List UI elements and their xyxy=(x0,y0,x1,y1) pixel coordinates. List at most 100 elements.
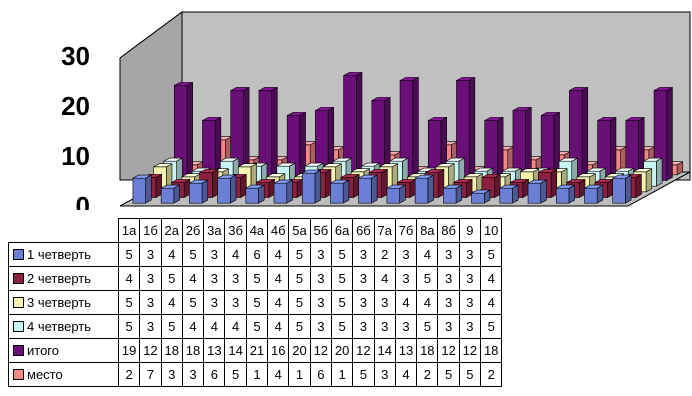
data-cell: 2 xyxy=(416,362,439,387)
data-cell: 3 xyxy=(309,290,332,315)
category-label: 3б xyxy=(224,218,247,243)
data-cell: 5 xyxy=(224,362,247,387)
bar xyxy=(386,184,406,204)
data-cell: 3 xyxy=(458,266,482,291)
data-cell: 18 xyxy=(480,338,503,363)
data-cell: 18 xyxy=(181,338,205,363)
data-cell: 4 xyxy=(181,314,205,339)
data-cell: 5 xyxy=(330,266,354,291)
data-cell: 4 xyxy=(267,266,290,291)
series-label: итого xyxy=(8,338,119,363)
bar xyxy=(245,184,265,204)
table-corner xyxy=(9,219,119,243)
data-cell: 3 xyxy=(203,266,226,291)
data-cell: 3 xyxy=(309,242,332,267)
legend-swatch xyxy=(13,321,24,333)
data-cell: 3 xyxy=(139,314,162,339)
data-cell: 5 xyxy=(480,242,503,267)
series-name: место xyxy=(27,367,63,382)
legend-swatch xyxy=(13,273,24,285)
category-label: 9 xyxy=(458,218,482,243)
category-label: 6б xyxy=(352,218,375,243)
data-cell: 5 xyxy=(352,362,375,387)
table-row: 4 четверть 5 3 5 4 4 4 5 4 5 3 5 3 3 3 5 3 3 5 xyxy=(8,314,503,339)
series-name: 4 четверть xyxy=(27,319,92,334)
series-name: итого xyxy=(27,343,59,358)
data-cell: 2 xyxy=(117,362,141,387)
legend-swatch xyxy=(13,249,24,261)
category-label: 1а xyxy=(117,218,141,243)
bar xyxy=(612,174,632,204)
data-cell: 5 xyxy=(117,314,141,339)
data-cell: 3 xyxy=(309,314,332,339)
data-cell: 5 xyxy=(416,314,439,339)
data-cell: 3 xyxy=(203,242,226,267)
bar xyxy=(273,179,293,204)
series-label: 4 четверть xyxy=(8,314,119,339)
data-cell: 4 xyxy=(394,290,418,315)
data-cell: 6 xyxy=(203,362,226,387)
data-cell: 4 xyxy=(160,290,183,315)
data-cell: 4 xyxy=(267,314,290,339)
data-cell: 5 xyxy=(330,242,354,267)
data-cell: 3 xyxy=(373,362,396,387)
data-cell: 4 xyxy=(416,290,439,315)
data-cell: 1 xyxy=(330,362,354,387)
data-cell: 5 xyxy=(330,290,354,315)
data-cell: 3 xyxy=(373,314,396,339)
data-cell: 3 xyxy=(224,266,247,291)
bar xyxy=(258,86,278,182)
series-label: 2 четверть xyxy=(8,266,119,291)
data-cell: 5 xyxy=(437,362,460,387)
bar xyxy=(499,184,519,204)
data-cell: 4 xyxy=(394,362,418,387)
bar xyxy=(399,76,419,182)
data-cell: 1 xyxy=(288,362,311,387)
bar xyxy=(160,184,180,204)
data-cell: 3 xyxy=(352,266,375,291)
bar xyxy=(189,179,209,204)
data-cell: 3 xyxy=(160,362,183,387)
y-tick-label: 20 xyxy=(61,91,90,121)
bar xyxy=(132,174,152,204)
data-cell: 4 xyxy=(117,266,141,291)
data-cell: 12 xyxy=(309,338,332,363)
data-cell: 18 xyxy=(416,338,439,363)
data-table: 1а 1б 2а 2б 3а 3б 4а 4б 5а 5б 6а 6б 7а 7б 8а 8б 9 10 1 чет… xyxy=(8,218,503,387)
data-cell: 4 xyxy=(224,314,247,339)
legend-swatch xyxy=(13,345,24,357)
legend-swatch xyxy=(13,297,24,309)
data-cell: 4 xyxy=(181,266,205,291)
y-tick-label: 10 xyxy=(61,141,90,171)
data-cell: 12 xyxy=(139,338,162,363)
data-cell: 3 xyxy=(373,290,396,315)
bar xyxy=(584,184,604,204)
data-cell: 6 xyxy=(309,362,332,387)
category-label: 5б xyxy=(309,218,332,243)
data-cell: 3 xyxy=(203,290,226,315)
series-label: 3 четверть xyxy=(8,290,119,315)
data-cell: 3 xyxy=(437,290,460,315)
category-label: 4б xyxy=(267,218,290,243)
data-cell: 3 xyxy=(394,314,418,339)
data-cell: 5 xyxy=(181,242,205,267)
data-cell: 6 xyxy=(245,242,269,267)
data-cell: 5 xyxy=(245,266,269,291)
data-cell: 3 xyxy=(352,290,375,315)
data-cell: 5 xyxy=(245,290,269,315)
data-cell: 18 xyxy=(160,338,183,363)
y-tick-label: 30 xyxy=(61,41,90,71)
data-cell: 3 xyxy=(352,314,375,339)
data-cell: 3 xyxy=(437,314,460,339)
bar xyxy=(202,116,222,182)
data-cell: 7 xyxy=(139,362,162,387)
category-label: 7б xyxy=(394,218,418,243)
bar xyxy=(371,96,391,182)
data-cell: 5 xyxy=(288,290,311,315)
y-axis-ticks: 0 10 20 30 xyxy=(61,41,90,210)
data-cell: 4 xyxy=(480,290,503,315)
data-cell: 4 xyxy=(267,290,290,315)
data-cell: 2 xyxy=(373,242,396,267)
data-cell: 4 xyxy=(267,362,290,387)
series-label: 1 четверть xyxy=(8,242,119,267)
